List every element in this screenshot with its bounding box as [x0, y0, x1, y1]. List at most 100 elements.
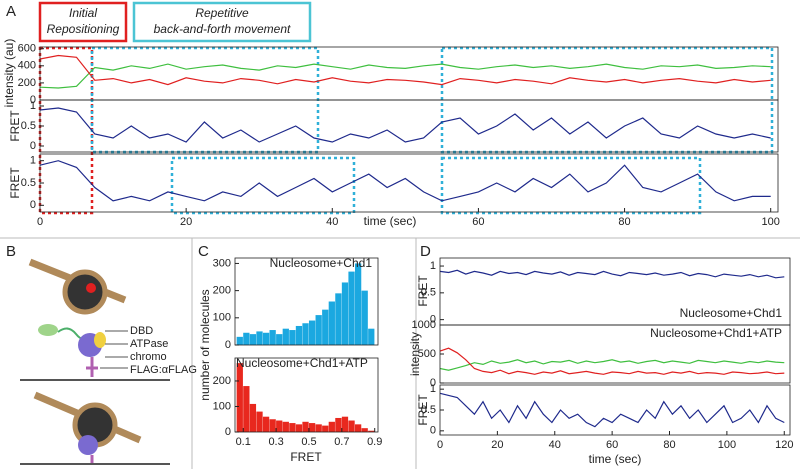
bar [302, 421, 309, 432]
trace [439, 392, 785, 428]
y-tick-label: 200 [213, 285, 231, 297]
bar [236, 363, 243, 432]
y-tick-label: 1000 [412, 319, 436, 331]
region-box [38, 46, 94, 215]
x-tick-label: 40 [326, 216, 338, 228]
bar [335, 417, 342, 432]
bar [249, 334, 257, 345]
bar [328, 421, 335, 432]
x-axis-label: time (sec) [364, 214, 417, 228]
y-tick-label: 100 [213, 312, 231, 324]
plot-frame [439, 384, 791, 436]
bar [322, 309, 329, 345]
bar [361, 290, 368, 345]
bar [276, 420, 283, 432]
bar [243, 386, 250, 432]
x-tick-label: 80 [663, 439, 675, 451]
atpase [78, 435, 98, 455]
y-tick-label: 0.5 [421, 404, 436, 416]
bar [289, 330, 296, 345]
dye [86, 283, 96, 293]
plot-title: Nucleosome+Chd1 [270, 256, 373, 270]
y-tick-label: 0.5 [21, 177, 36, 189]
bar [256, 331, 263, 345]
bar [282, 421, 289, 432]
y-tick-label: 0 [430, 314, 436, 326]
y-axis-label: FRET [8, 110, 22, 142]
panel-label: D [420, 243, 431, 260]
bar [322, 425, 329, 432]
diagram-label: DBD [130, 325, 153, 337]
y-axis-label: number of molecules [198, 289, 212, 400]
bar [276, 334, 283, 345]
y-tick-label: 1 [30, 100, 36, 112]
bar [262, 332, 270, 345]
plot-frame [234, 357, 379, 433]
diagram-label: FLAG:αFLAG [130, 364, 197, 376]
bar [295, 325, 303, 345]
region-boxes [38, 46, 774, 215]
x-tick-label: 40 [549, 439, 561, 451]
bar [249, 403, 257, 432]
trace [39, 54, 771, 86]
plot-title: Nucleosome+Chd1+ATP [236, 356, 368, 370]
y-axis-label: FRET [8, 167, 22, 199]
x-tick-label: 0 [437, 439, 443, 451]
plot-title: Nucleosome+Chd1+ATP [650, 326, 782, 340]
x-tick-label: 0 [37, 216, 43, 228]
panel-label: C [198, 243, 209, 260]
bar [328, 301, 335, 345]
bar [262, 416, 270, 432]
y-tick-label: 200 [18, 77, 36, 89]
x-tick-label: 20 [180, 216, 192, 228]
x-tick-label: 80 [618, 216, 630, 228]
diagram: DBD ATPase chromo FLAG:αFLAG [20, 258, 197, 465]
x-tick-label: 60 [606, 439, 618, 451]
annotation: Repetitive [195, 6, 249, 20]
bar [282, 328, 289, 345]
trace [39, 160, 771, 202]
bar [256, 411, 263, 432]
bar [315, 315, 322, 345]
y-tick-label: 0.5 [21, 120, 36, 132]
y-tick-label: 0 [225, 339, 231, 351]
x-axis-label: time (sec) [589, 452, 642, 466]
x-tick-label: 120 [775, 439, 793, 451]
bar [308, 423, 316, 432]
x-tick-label: 60 [472, 216, 484, 228]
bar [361, 428, 368, 432]
y-tick-label: 0 [430, 425, 436, 437]
bar [368, 430, 375, 432]
y-axis-label: intensity (au) [2, 39, 16, 108]
bar [289, 423, 296, 432]
y-tick-label: 300 [213, 257, 231, 269]
annotation-box [132, 1, 312, 43]
x-tick-label: 0.1 [236, 436, 251, 448]
chromo [94, 332, 106, 348]
x-tick-label: 0.3 [268, 436, 283, 448]
x-tick-label: 100 [762, 216, 780, 228]
y-tick-label: 100 [213, 400, 231, 412]
y-tick-label: 600 [18, 43, 36, 55]
x-tick-label: 0.5 [301, 436, 316, 448]
y-tick-label: 0 [30, 199, 36, 211]
plot-frame [39, 99, 779, 153]
x-axis-label: FRET [290, 450, 322, 464]
bar [348, 271, 355, 345]
y-tick-label: 1 [430, 260, 436, 272]
bar [315, 424, 322, 432]
nucleosome [62, 269, 108, 315]
region-box [440, 156, 702, 215]
y-tick-label: 0 [430, 377, 436, 389]
bar [269, 330, 276, 345]
bar [354, 263, 362, 345]
annotation: Repositioning [47, 22, 120, 36]
x-tick-label: 0.7 [334, 436, 349, 448]
panel-label: B [6, 243, 16, 260]
y-tick-label: 1 [30, 155, 36, 167]
y-tick-label: 200 [213, 375, 231, 387]
y-tick-label: 400 [18, 60, 36, 72]
trace [439, 359, 785, 371]
y-axis-label: intensity [408, 332, 422, 376]
